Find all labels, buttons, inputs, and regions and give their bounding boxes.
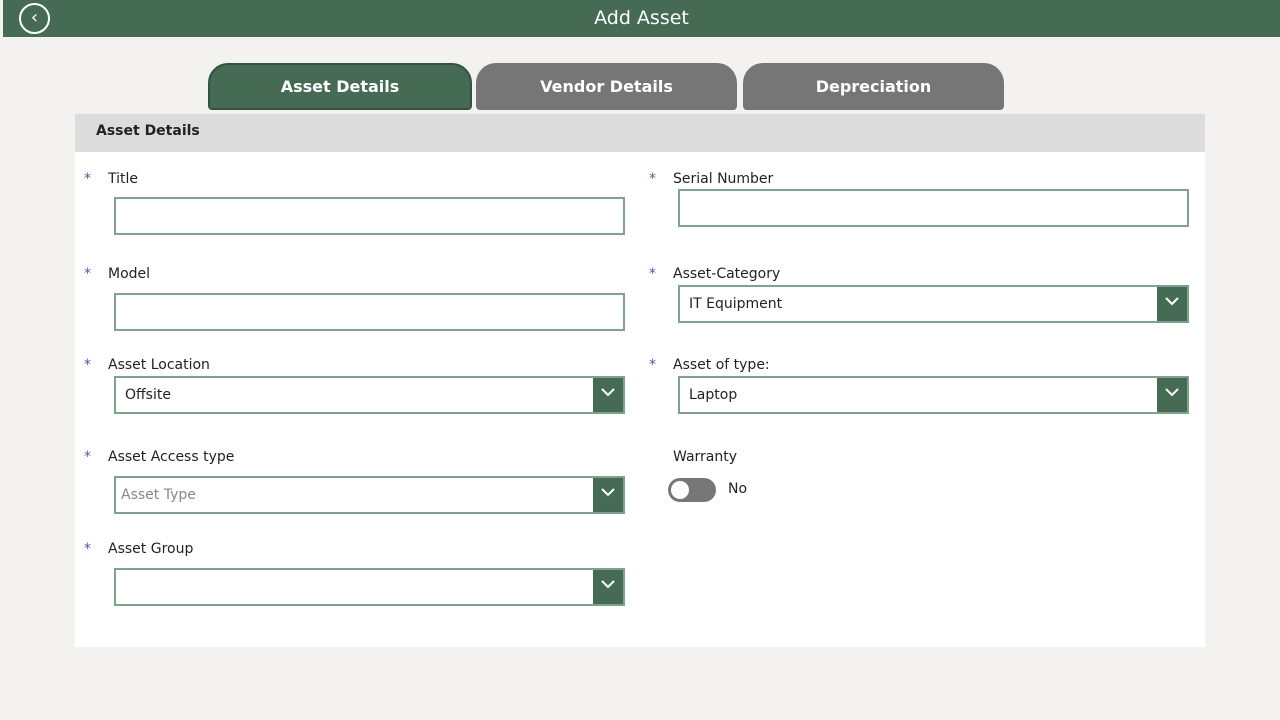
asset-of-type-label: Asset of type: <box>673 357 770 373</box>
required-marker: * <box>84 357 91 373</box>
asset-of-type-value: Laptop <box>689 387 738 403</box>
chevron-down-icon[interactable] <box>593 478 623 512</box>
asset-category-label: Asset-Category <box>673 266 781 282</box>
tab-depreciation[interactable]: Depreciation <box>743 63 1004 110</box>
asset-category-value: IT Equipment <box>689 296 783 312</box>
chevron-down-icon[interactable] <box>1157 378 1187 412</box>
warranty-toggle[interactable] <box>668 478 716 502</box>
asset-group-dropdown[interactable] <box>114 568 625 606</box>
back-button[interactable]: ‹ <box>19 3 50 34</box>
asset-category-dropdown[interactable]: IT Equipment <box>678 285 1189 323</box>
warranty-label: Warranty <box>673 449 738 465</box>
required-marker: * <box>84 266 91 282</box>
model-input[interactable] <box>114 293 625 331</box>
warranty-state: No <box>728 481 748 497</box>
asset-access-type-label: Asset Access type <box>108 449 235 465</box>
asset-of-type-dropdown[interactable]: Laptop <box>678 376 1189 414</box>
asset-group-label: Asset Group <box>108 541 194 557</box>
required-marker: * <box>84 171 91 187</box>
chevron-down-icon[interactable] <box>593 570 623 604</box>
required-marker: * <box>84 449 91 465</box>
required-marker: * <box>649 266 656 282</box>
title-label: Title <box>108 171 139 187</box>
asset-location-dropdown[interactable]: Offsite <box>114 376 625 414</box>
page-title: Add Asset <box>594 7 689 29</box>
asset-access-type-dropdown[interactable]: Asset Type <box>114 476 625 514</box>
chevron-down-icon[interactable] <box>1157 287 1187 321</box>
title-input[interactable] <box>114 197 625 235</box>
asset-location-value: Offsite <box>125 387 171 403</box>
required-marker: * <box>84 541 91 557</box>
asset-access-type-placeholder: Asset Type <box>121 487 196 503</box>
model-label: Model <box>108 266 151 282</box>
tab-vendor-details[interactable]: Vendor Details <box>476 63 737 110</box>
header-bar: ‹ Add Asset <box>3 0 1280 37</box>
chevron-down-icon[interactable] <box>593 378 623 412</box>
required-marker: * <box>649 171 656 187</box>
asset-location-label: Asset Location <box>108 357 210 373</box>
section-header: Asset Details <box>75 114 1205 152</box>
chevron-left-circle-icon: ‹ <box>30 7 39 28</box>
serial-number-label: Serial Number <box>673 171 774 187</box>
tab-asset-details[interactable]: Asset Details <box>208 63 472 110</box>
serial-number-input[interactable] <box>678 189 1189 227</box>
required-marker: * <box>649 357 656 373</box>
